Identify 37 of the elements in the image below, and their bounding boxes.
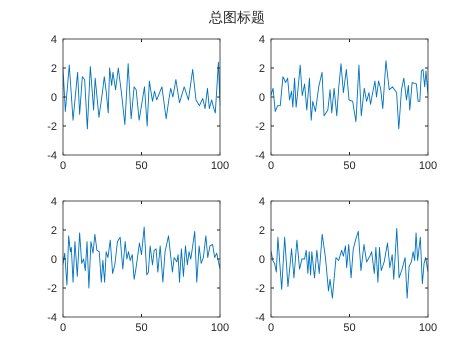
x-tick-label: 100	[418, 160, 438, 172]
y-tick-label: 0	[258, 254, 265, 266]
y-tick-label: 4	[258, 196, 265, 208]
y-tick-label: 2	[258, 63, 265, 75]
y-tick-label: -4	[255, 150, 265, 162]
x-tick-label: 50	[343, 160, 356, 172]
y-tick-label: 4	[50, 196, 57, 208]
y-tick-label: -4	[47, 150, 57, 162]
x-tick-label: 0	[268, 160, 274, 172]
y-tick-label: 2	[50, 63, 57, 75]
x-tick-label: 50	[135, 322, 148, 334]
y-tick-label: 4	[50, 34, 57, 46]
y-tick-label: -2	[47, 121, 57, 133]
y-tick-label: 2	[50, 225, 57, 237]
x-tick-label: 0	[60, 160, 66, 172]
x-tick-label: 0	[268, 322, 274, 334]
x-tick-label: 100	[210, 322, 230, 334]
x-tick-label: 100	[418, 322, 438, 334]
x-tick-label: 50	[343, 322, 356, 334]
y-tick-label: 4	[258, 34, 265, 46]
x-tick-label: 0	[60, 322, 66, 334]
y-tick-label: -4	[255, 312, 265, 324]
chart-title: 总图标题	[208, 10, 265, 26]
y-tick-label: -2	[255, 283, 265, 295]
x-tick-label: 50	[135, 160, 148, 172]
line-series	[270, 228, 428, 299]
line-series	[270, 60, 428, 130]
y-tick-label: -4	[47, 312, 57, 324]
line-series	[62, 62, 220, 130]
line-series	[62, 226, 220, 288]
y-tick-label: 2	[258, 225, 265, 237]
y-tick-label: 0	[50, 92, 57, 104]
y-tick-label: 0	[258, 92, 265, 104]
y-tick-label: 0	[50, 254, 57, 266]
y-tick-label: -2	[255, 121, 265, 133]
x-tick-label: 100	[210, 160, 230, 172]
y-tick-label: -2	[47, 283, 57, 295]
